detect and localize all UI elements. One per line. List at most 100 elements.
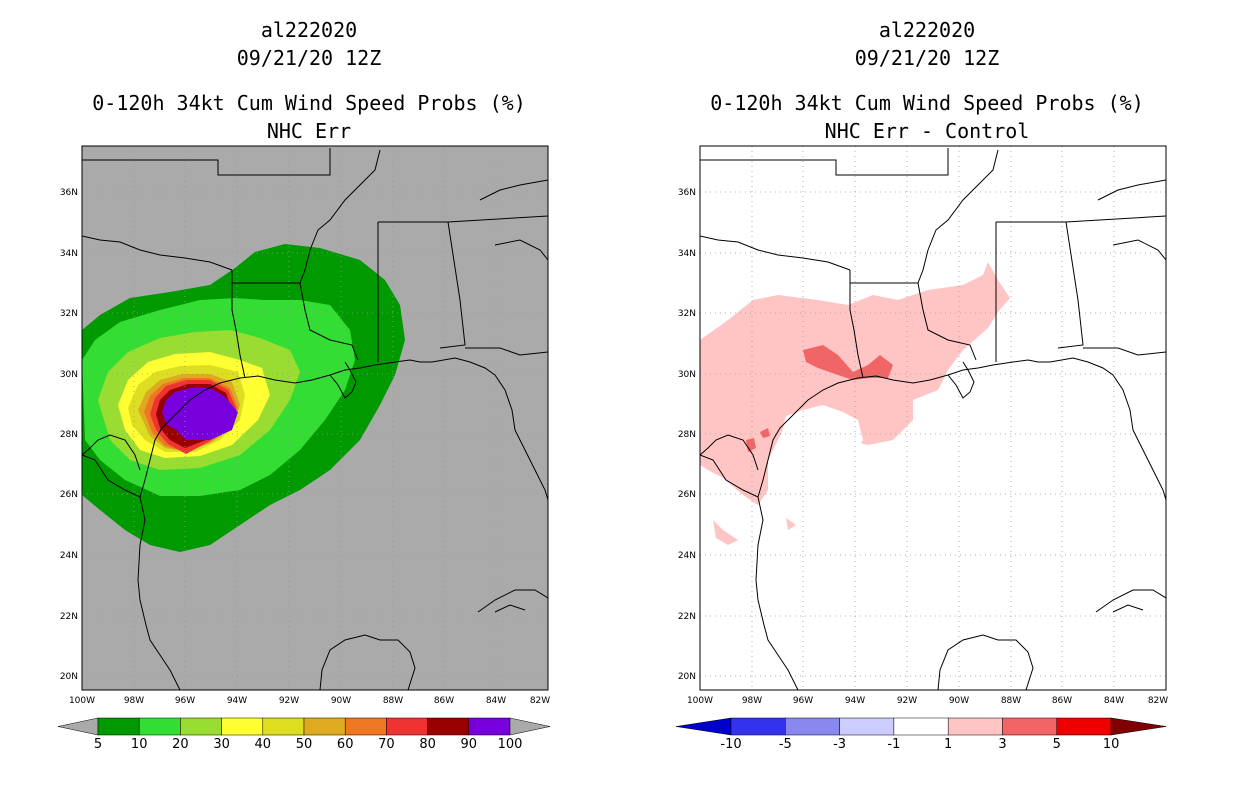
- diff-1-3-patch: [713, 520, 738, 545]
- lat-label: 28N: [60, 430, 78, 440]
- lat-label: 30N: [60, 370, 78, 380]
- colorbar-swatch: [180, 717, 222, 736]
- lon-label: 98W: [742, 696, 762, 706]
- colorbar-label: -1: [887, 737, 900, 752]
- right-storm-id: al222020: [878, 18, 976, 42]
- diff-1-3: [700, 262, 1010, 505]
- colorbar-label: 5: [94, 737, 102, 752]
- left-datetime: 09/21/20 12Z: [236, 46, 382, 70]
- colorbar-swatch: [839, 717, 895, 736]
- colorbar-swatch: [730, 717, 786, 736]
- lat-label: 32N: [678, 309, 696, 319]
- lat-label: 20N: [678, 672, 696, 682]
- colorbar-label: -5: [779, 737, 792, 752]
- colorbar-label: 10: [131, 737, 148, 752]
- lon-label: 88W: [1001, 696, 1021, 706]
- right-subtitle: NHC Err - Control: [824, 119, 1030, 143]
- lon-label: 96W: [175, 696, 195, 706]
- colorbar-swatch: [303, 717, 346, 736]
- lat-label: 34N: [60, 249, 78, 259]
- lat-label: 26N: [678, 490, 696, 500]
- lon-label: 90W: [949, 696, 969, 706]
- colorbar-label: 100: [498, 737, 523, 752]
- lon-label: 100W: [69, 696, 95, 706]
- colorbar-label: 80: [419, 737, 436, 752]
- colorbar-label: 1: [944, 737, 952, 752]
- colorbar-label: 20: [172, 737, 189, 752]
- lat-label: 22N: [60, 612, 78, 622]
- lon-label: 82W: [530, 696, 550, 706]
- left-lon-axis: 100W 98W 96W 94W 92W 90W 88W 86W 84W 82W: [69, 696, 550, 706]
- lon-label: 84W: [1104, 696, 1124, 706]
- lon-label: 86W: [1052, 696, 1072, 706]
- colorbar-swatch: [138, 717, 181, 736]
- lat-label: 28N: [678, 430, 696, 440]
- colorbar-high-arrow: [1110, 717, 1167, 736]
- lon-label: 84W: [486, 696, 506, 706]
- right-difference-contours: [700, 262, 1010, 545]
- colorbar-swatch: [1056, 717, 1112, 736]
- colorbar-label: 10: [1103, 737, 1120, 752]
- lat-label: 30N: [678, 370, 696, 380]
- colorbar-swatch: [947, 717, 1003, 736]
- colorbar-swatch: [221, 717, 264, 736]
- right-datetime: 09/21/20 12Z: [854, 46, 1000, 70]
- lon-label: 100W: [687, 696, 713, 706]
- colorbar-swatch: [1002, 717, 1058, 736]
- colorbar-label: 90: [461, 737, 478, 752]
- lat-label: 34N: [678, 249, 696, 259]
- left-lat-axis: 36N 34N 32N 30N 28N 26N 24N 22N 20N: [60, 188, 78, 682]
- colorbar-low-arrow: [675, 717, 732, 736]
- lat-label: 22N: [678, 612, 696, 622]
- lon-label: 98W: [124, 696, 144, 706]
- colorbar-high-arrow: [509, 717, 551, 736]
- lon-label: 86W: [434, 696, 454, 706]
- lat-label: 24N: [60, 551, 78, 561]
- colorbar-swatch: [893, 717, 949, 736]
- contour-90-100: [162, 388, 238, 440]
- colorbar-swatch: [468, 717, 511, 736]
- colorbar-swatch: [785, 717, 840, 736]
- lon-label: 94W: [227, 696, 247, 706]
- lat-label: 36N: [678, 188, 696, 198]
- lat-label: 32N: [60, 309, 78, 319]
- colorbar-low-arrow: [57, 717, 99, 736]
- colorbar-swatch: [386, 717, 428, 736]
- right-lat-axis: 36N 34N 32N 30N 28N 26N 24N 22N 20N: [678, 188, 696, 682]
- colorbar-label: 50: [296, 737, 313, 752]
- left-colorbar: 5 10 20 30 40 50 60 70 80 90 100: [57, 717, 551, 752]
- left-subtitle: NHC Err: [266, 119, 352, 143]
- left-storm-id: al222020: [260, 18, 358, 42]
- lon-label: 92W: [897, 696, 917, 706]
- lon-label: 92W: [279, 696, 299, 706]
- lon-label: 88W: [383, 696, 403, 706]
- left-probability-contours: [82, 244, 405, 552]
- colorbar-label: 30: [213, 737, 230, 752]
- right-title: 0-120h 34kt Cum Wind Speed Probs (%): [710, 91, 1144, 115]
- colorbar-swatch: [427, 717, 470, 736]
- lat-label: 24N: [678, 551, 696, 561]
- colorbar-label: 5: [1053, 737, 1061, 752]
- right-colorbar: -10 -5 -3 -1 1 3 5 10: [675, 717, 1167, 752]
- diff-3-5: [803, 345, 893, 380]
- right-map-panel: [699, 145, 1167, 691]
- colorbar-label: 3: [998, 737, 1006, 752]
- lon-label: 82W: [1148, 696, 1168, 706]
- left-map-panel: [81, 145, 549, 691]
- colorbar-label: -10: [720, 737, 741, 752]
- diff-1-3-hole: [780, 405, 863, 472]
- lon-label: 90W: [331, 696, 351, 706]
- left-title: 0-120h 34kt Cum Wind Speed Probs (%): [92, 91, 526, 115]
- lat-label: 26N: [60, 490, 78, 500]
- colorbar-swatch: [262, 717, 305, 736]
- diff-3-5-patch2: [760, 428, 770, 438]
- lon-label: 94W: [845, 696, 865, 706]
- colorbar-swatch: [97, 717, 140, 736]
- right-lon-axis: 100W 98W 96W 94W 92W 90W 88W 86W 84W 82W: [687, 696, 1168, 706]
- colorbar-label: 70: [378, 737, 395, 752]
- lon-label: 96W: [793, 696, 813, 706]
- colorbar-label: 40: [255, 737, 272, 752]
- diff-1-3-patch2: [786, 518, 796, 530]
- lat-label: 36N: [60, 188, 78, 198]
